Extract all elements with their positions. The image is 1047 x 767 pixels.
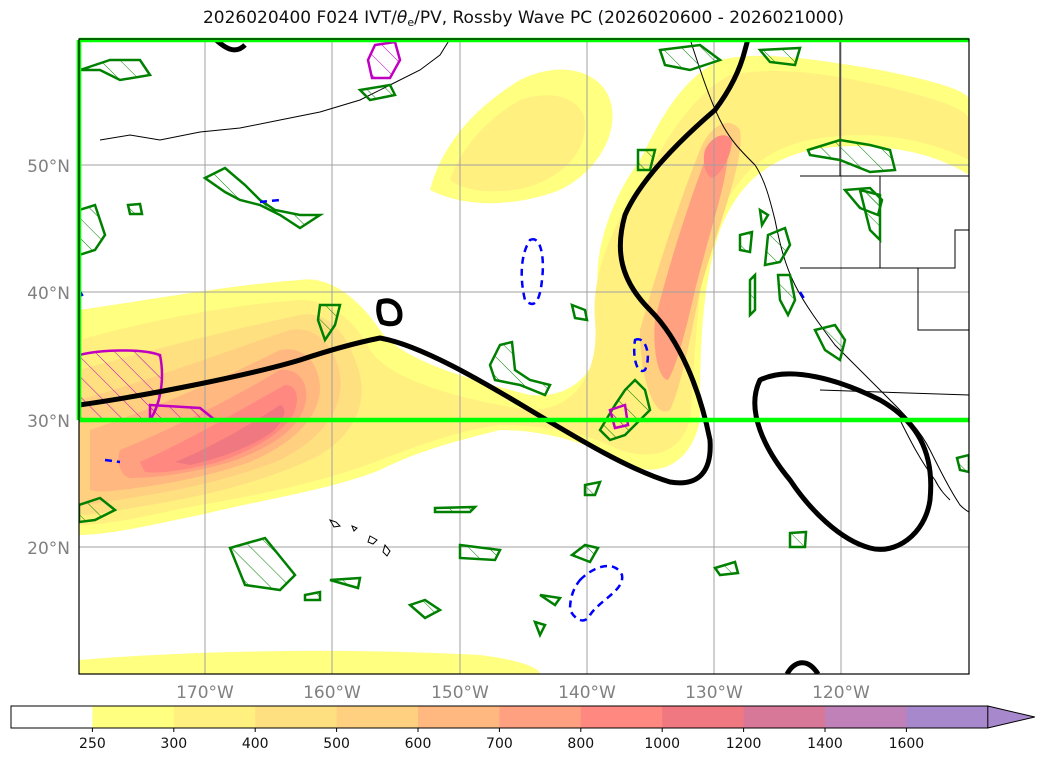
north-america-coast [689, 39, 969, 513]
ivt-bottom-strip [79, 650, 540, 674]
lat-label: 20°N [27, 539, 70, 559]
colorbar-tick-label: 1600 [889, 736, 925, 752]
lon-label: 130°W [685, 683, 743, 703]
lat-label: 40°N [27, 284, 70, 304]
lon-label: 170°W [176, 683, 234, 703]
ivt-band-800 [140, 385, 297, 473]
colorbar-tick-label: 700 [486, 736, 513, 752]
colorbar-segment [499, 706, 582, 728]
lat-label: 50°N [27, 157, 70, 177]
pv-positive-contours [79, 43, 969, 639]
lon-label: 150°W [431, 683, 489, 703]
state-border-6 [819, 389, 969, 396]
alaska-coast [99, 39, 451, 141]
colorbar-segment [92, 706, 175, 728]
lon-label: 140°W [558, 683, 616, 703]
colorbar-tick-label: 400 [242, 736, 269, 752]
colorbar-segment [255, 706, 338, 728]
colorbar: 250 300 400 500 600 700 800 1000 1200 1400 1600 [10, 705, 1035, 752]
ivt-north-plume-inner [450, 95, 585, 192]
colorbar-segment [662, 706, 745, 728]
colorbar-tick-label: 1200 [726, 736, 762, 752]
lat-label: 30°N [27, 412, 70, 432]
state-border-5 [917, 268, 969, 331]
colorbar-segment [11, 706, 93, 728]
map-frame [78, 38, 970, 675]
hawaii-3 [367, 535, 378, 545]
colorbar-segment [173, 706, 256, 728]
lon-labels: 170°W 160°W 150°W 140°W 130°W 120°W [176, 683, 870, 703]
colorbar-tick-label: 300 [160, 736, 187, 752]
colorbar-segment [580, 706, 663, 728]
colorbar-tick-label: 1000 [644, 736, 680, 752]
hawaii-4 [382, 543, 391, 557]
hawaii-2 [351, 525, 358, 532]
colorbar-tick-label: 500 [323, 736, 350, 752]
colorbar-tick-label: 600 [405, 736, 432, 752]
colorbar-segment [906, 706, 989, 728]
colorbar-segment [336, 706, 419, 728]
ivt-coast-plume-core [703, 135, 732, 178]
lon-label: 120°W [812, 683, 870, 703]
lon-label: 160°W [303, 683, 361, 703]
baja [899, 419, 951, 501]
colorbar-segment [825, 706, 907, 728]
hawaii-1 [328, 519, 342, 528]
map-title: 2026020400 F024 IVT/θe/PV, Rossby Wave P… [202, 8, 845, 29]
ivt-coast-plume-inner [654, 144, 728, 380]
colorbar-tick-label: 1400 [807, 736, 843, 752]
lat-labels: 50°N 40°N 30°N 20°N [27, 157, 70, 559]
colorbar-segment [418, 706, 500, 728]
colorbar-extend-arrow [987, 705, 1035, 729]
colorbar-tick-label: 250 [79, 736, 106, 752]
map-area[interactable] [79, 39, 969, 674]
pv-negative-contours [79, 198, 807, 622]
colorbar-segment [743, 706, 826, 728]
colorbar-tick-label: 800 [567, 736, 594, 752]
